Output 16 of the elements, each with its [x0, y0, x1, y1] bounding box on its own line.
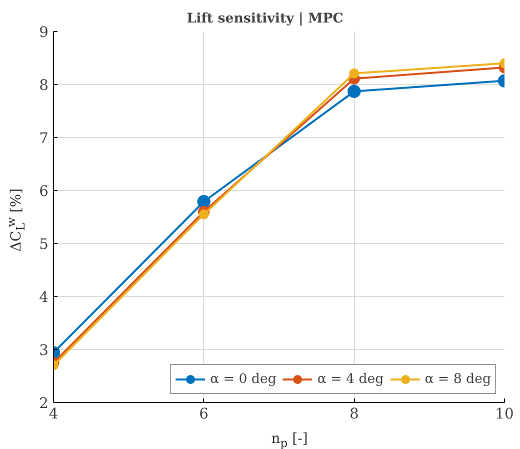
x-tick-label: 8	[350, 406, 359, 422]
x-tick-label: 6	[199, 406, 208, 422]
legend-label: α = 8 deg	[424, 372, 491, 386]
legend-label: α = 0 deg	[210, 372, 276, 386]
y-tick-label: 6	[39, 183, 49, 200]
y-tick-label: 7	[39, 130, 49, 147]
y-tick-label: 3	[39, 342, 49, 359]
x-axis-title: n$_{p}$ [-]	[270, 430, 309, 449]
y-tick-label: 8	[39, 77, 49, 94]
x-tick-label: 10	[495, 406, 514, 422]
legend-label: α = 4 deg	[317, 372, 384, 386]
chart-title: Lift sensitivity | MPC	[186, 10, 344, 26]
y-tick-label: 2	[39, 395, 49, 412]
y-tick-label: 9	[39, 24, 49, 41]
y-tick-label: 5	[39, 236, 49, 253]
y-tick-label: 4	[39, 289, 49, 306]
